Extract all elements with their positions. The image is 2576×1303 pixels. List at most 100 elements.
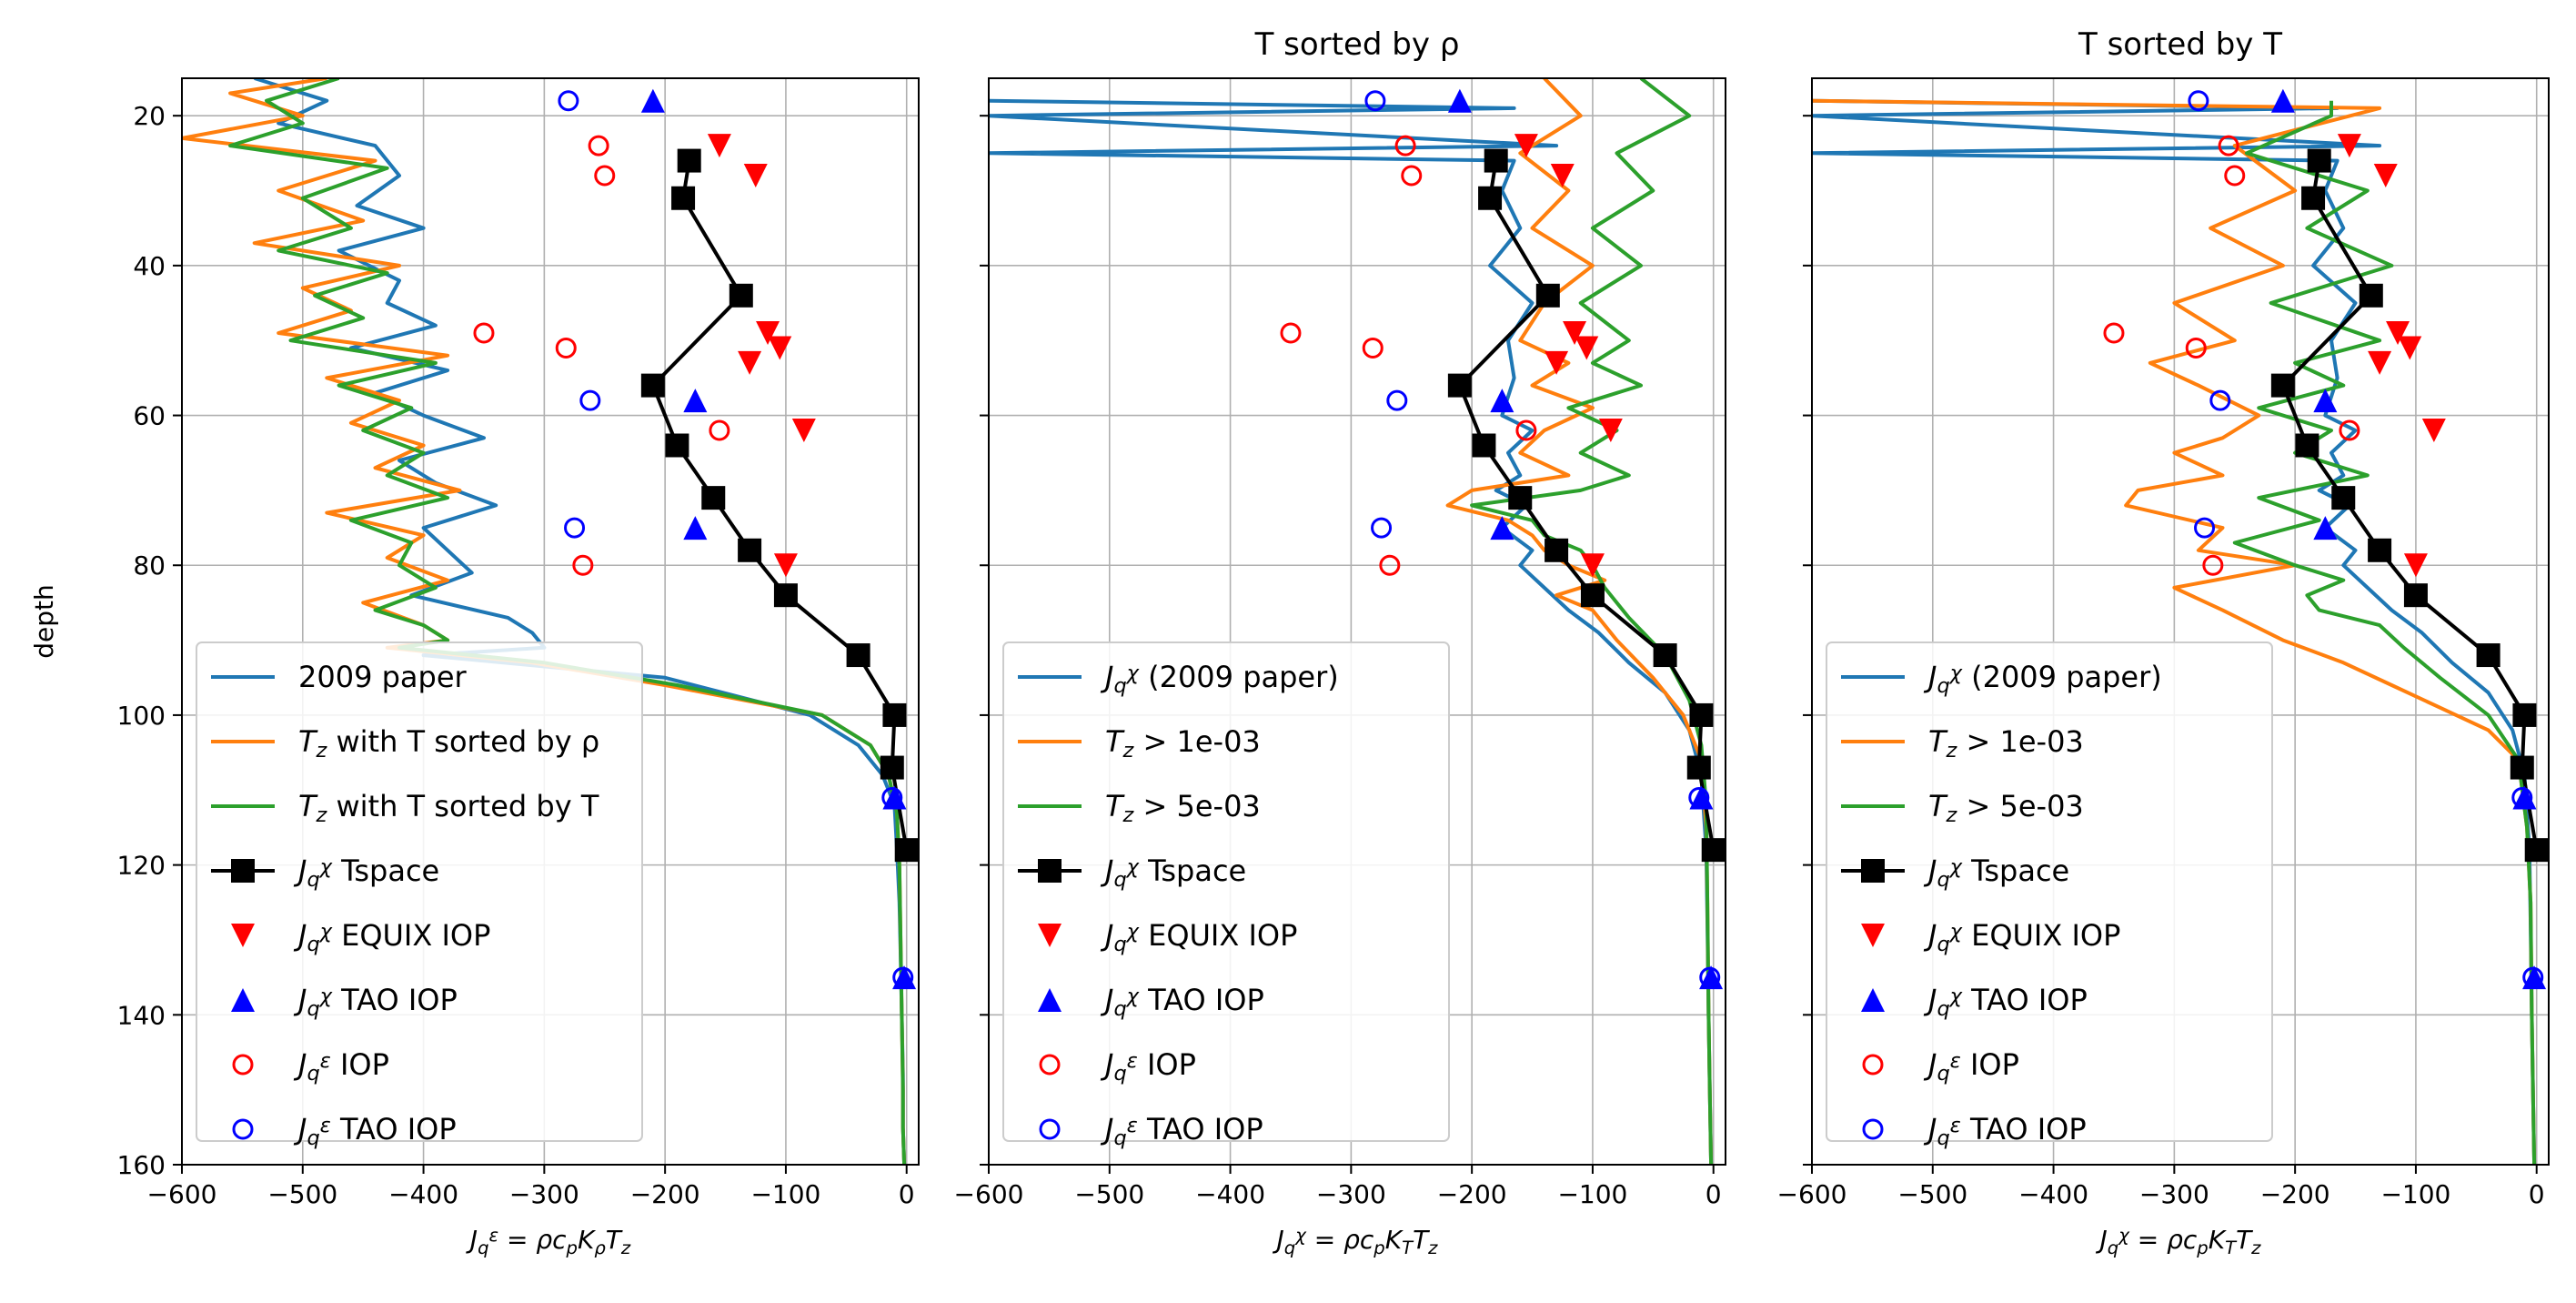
tao-circle-marker xyxy=(558,90,579,112)
tspace-square-marker xyxy=(880,755,904,780)
text-part: q xyxy=(1113,1062,1126,1086)
legend-swatch-square xyxy=(1038,859,1062,883)
series-line xyxy=(2280,160,2539,851)
text-part: q xyxy=(307,1062,319,1086)
equix-triangle-marker xyxy=(738,350,762,375)
tao-triangle-marker xyxy=(683,389,708,413)
tspace-square-marker xyxy=(701,486,726,510)
text-part: z xyxy=(1946,803,1958,827)
text-part: q xyxy=(1113,933,1126,956)
iop-circle-marker xyxy=(1362,337,1384,359)
text-part: T xyxy=(1413,1225,1430,1255)
text-part: χ xyxy=(1294,1225,1307,1246)
text-part: ε xyxy=(489,1225,499,1246)
iop-circle-marker xyxy=(1401,165,1423,187)
text-part: z xyxy=(1946,739,1958,763)
equix-triangle-marker xyxy=(773,553,798,578)
text-part: ρc xyxy=(536,1225,567,1255)
y-tick-label: 40 xyxy=(133,251,166,281)
text-part: = xyxy=(1306,1225,1343,1255)
tspace-square-marker xyxy=(2295,433,2319,458)
x-tick-label: −600 xyxy=(954,1179,1024,1209)
legend-label: Jqχ (2009 paper) xyxy=(1100,660,1339,698)
text-part: q xyxy=(1937,997,1949,1021)
text-part: = xyxy=(2129,1225,2167,1255)
x-tick-label: −200 xyxy=(2260,1179,2330,1209)
text-part: EQUIX IOP xyxy=(332,918,490,953)
tao-circle-marker xyxy=(2194,517,2216,539)
y-axis-label: depth xyxy=(29,584,59,659)
equix-triangle-marker xyxy=(1575,336,1599,360)
tspace-square-marker xyxy=(2301,186,2326,210)
x-tick-label: −500 xyxy=(267,1179,337,1209)
y-tick-label: 100 xyxy=(117,701,166,731)
equix-triangle-marker xyxy=(743,164,768,188)
text-part: ε xyxy=(1950,1049,1961,1073)
y-tick-label: 60 xyxy=(133,401,166,431)
y-tick-label: 140 xyxy=(117,1000,166,1030)
x-tick-label: −600 xyxy=(1777,1179,1847,1209)
text-part: > 1e-03 xyxy=(1133,724,1260,759)
y-tick-label: 20 xyxy=(133,101,166,131)
equix-triangle-marker xyxy=(768,336,792,360)
equix-triangle-marker xyxy=(1598,419,1623,443)
legend-label: Tz > 1e-03 xyxy=(1928,724,2084,763)
legend-swatch-marker xyxy=(1039,1054,1061,1076)
text-part: q xyxy=(1113,674,1126,698)
text-part: χ xyxy=(1949,985,1963,1008)
text-part: 2009 paper xyxy=(298,660,468,694)
tspace-square-marker xyxy=(640,373,665,398)
x-tick-label: −200 xyxy=(1437,1179,1507,1209)
x-tick-label: 0 xyxy=(1706,1179,1722,1209)
text-part: Tspace xyxy=(332,854,439,888)
legend-swatch-marker xyxy=(1862,1054,1884,1076)
legend-label: Tz with T sorted by ρ xyxy=(298,724,599,763)
legend-swatch-square xyxy=(231,859,255,883)
legend-label: Jqε IOP xyxy=(1100,1047,1196,1086)
text-part: χ xyxy=(1126,985,1140,1008)
text-part: q xyxy=(2108,1237,2118,1258)
equix-triangle-marker xyxy=(1563,320,1587,345)
tspace-square-marker xyxy=(2512,702,2537,727)
x-tick-label: 0 xyxy=(2529,1179,2545,1209)
text-part: ε xyxy=(1127,1114,1138,1137)
x-tick-label: −300 xyxy=(1316,1179,1386,1209)
x-tick-label: −100 xyxy=(1557,1179,1627,1209)
iop-circle-marker xyxy=(572,554,594,576)
x-tick-label: −400 xyxy=(1195,1179,1265,1209)
iop-circle-marker xyxy=(1515,419,1537,441)
legend-swatch-marker xyxy=(232,1118,254,1140)
tspace-square-marker xyxy=(2510,755,2534,780)
equix-triangle-marker xyxy=(2386,320,2410,345)
tspace-square-marker xyxy=(2307,148,2331,173)
text-part: z xyxy=(2250,1237,2261,1258)
series-line xyxy=(1445,78,1714,1165)
x-tick-label: −100 xyxy=(2380,1179,2450,1209)
text-part: χ xyxy=(319,855,333,879)
text-part: Tspace xyxy=(1139,854,1246,888)
legend-box xyxy=(196,641,643,1142)
text-part: ρc xyxy=(2167,1225,2198,1255)
iop-circle-marker xyxy=(2103,322,2125,344)
iop-circle-marker xyxy=(1394,135,1416,157)
text-part: J xyxy=(1273,1225,1284,1255)
legend-label: Tz with T sorted by T xyxy=(298,789,599,827)
x-tick-label: −200 xyxy=(630,1179,700,1209)
text-part: EQUIX IOP xyxy=(1962,918,2120,953)
tspace-square-marker xyxy=(1447,373,1472,398)
text-part: q xyxy=(1937,1126,1949,1150)
text-part: q xyxy=(1937,868,1949,892)
text-part: TAO IOP xyxy=(1962,983,2088,1017)
legend-label: 2009 paper xyxy=(298,660,468,694)
equix-triangle-marker xyxy=(2398,336,2422,360)
legend-label: Tz > 5e-03 xyxy=(1928,789,2084,827)
tspace-square-marker xyxy=(2476,643,2501,668)
text-part: T xyxy=(1928,724,1948,759)
y-tick-label: 120 xyxy=(117,851,166,881)
text-part: q xyxy=(1937,933,1949,956)
tspace-square-marker xyxy=(1472,433,1496,458)
text-part: IOP xyxy=(1961,1047,2019,1082)
x-tick-label: −100 xyxy=(750,1179,820,1209)
tao-triangle-marker xyxy=(640,88,665,113)
equix-triangle-marker xyxy=(1514,134,1538,158)
